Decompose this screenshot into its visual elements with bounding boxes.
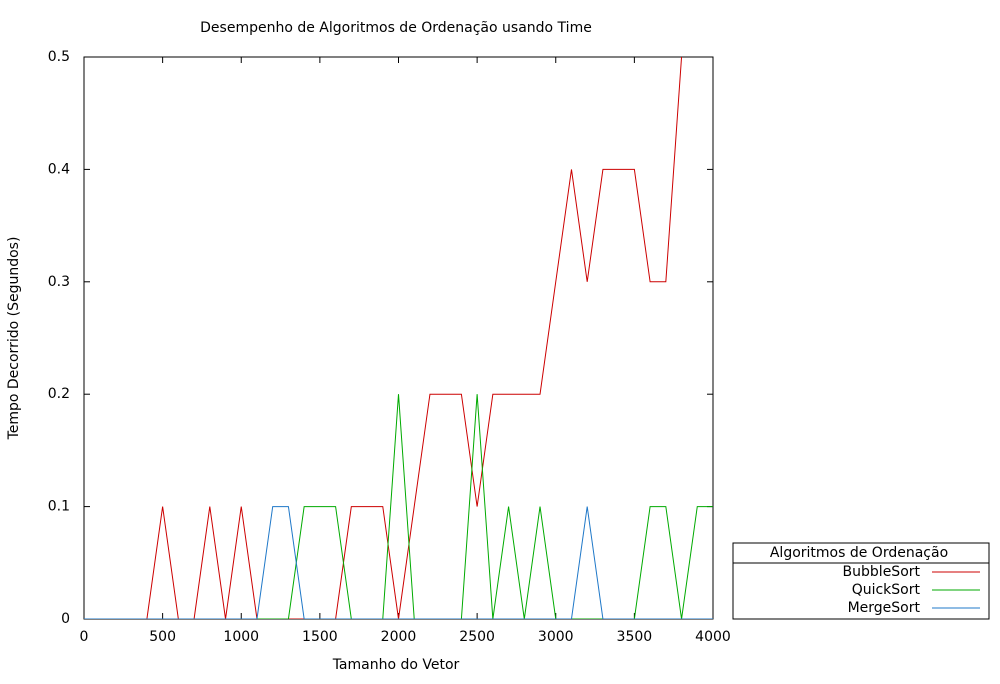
y-tick-label: 0 <box>61 611 70 627</box>
series-line <box>84 57 683 619</box>
legend-label: QuickSort <box>852 582 921 598</box>
x-tick-label: 3500 <box>617 629 653 645</box>
y-tick-label: 0.2 <box>48 386 70 402</box>
x-tick-label: 1000 <box>223 629 259 645</box>
x-tick-label: 4000 <box>695 629 731 645</box>
legend-label: BubbleSort <box>843 564 921 580</box>
chart-title: Desempenho de Algoritmos de Ordenação us… <box>200 20 592 36</box>
y-axis-label: Tempo Decorrido (Segundos) <box>6 237 22 441</box>
y-tick-label: 0.1 <box>48 499 70 515</box>
legend-title: Algoritmos de Ordenação <box>770 545 948 561</box>
plot-area <box>84 57 713 619</box>
x-tick-label: 1500 <box>302 629 338 645</box>
legend-box <box>732 542 990 620</box>
series-line <box>84 506 713 619</box>
x-tick-label: 2500 <box>459 629 495 645</box>
x-tick-label: 0 <box>80 629 89 645</box>
y-tick-label: 0.3 <box>48 274 70 290</box>
series-line <box>84 394 713 619</box>
plot-border <box>83 56 714 620</box>
y-tick-label: 0.4 <box>48 161 70 177</box>
x-axis-label: Tamanho do Vetor <box>332 657 460 673</box>
legend-label: MergeSort <box>848 600 921 616</box>
y-tick-label: 0.5 <box>48 49 70 65</box>
x-tick-label: 2000 <box>381 629 417 645</box>
x-tick-label: 3000 <box>538 629 574 645</box>
x-tick-label: 500 <box>149 629 176 645</box>
